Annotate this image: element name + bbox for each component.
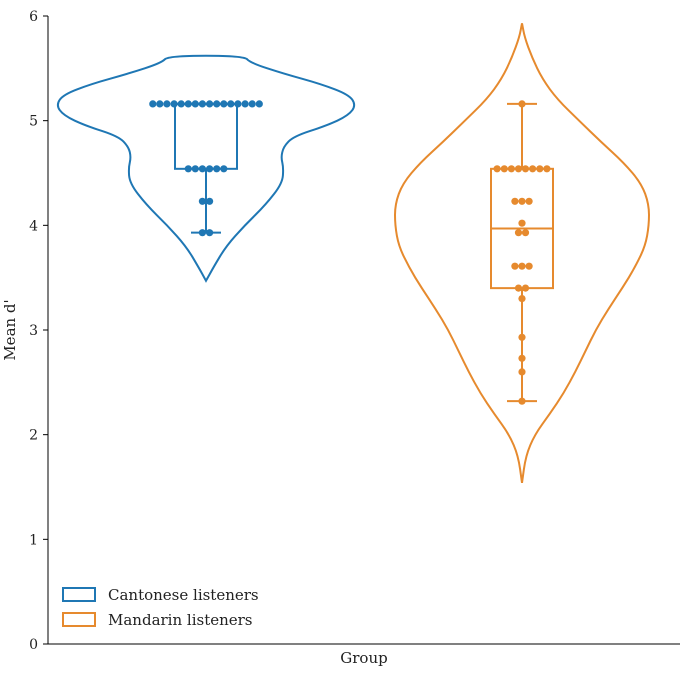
data-point <box>198 100 206 108</box>
data-point <box>156 100 164 108</box>
box-iqr <box>174 102 238 170</box>
data-point <box>493 165 501 173</box>
data-point <box>536 165 544 173</box>
data-point <box>220 100 228 108</box>
data-point <box>518 397 526 405</box>
data-point <box>206 100 214 108</box>
data-point <box>206 197 214 205</box>
y-tick-label: 6 <box>29 9 38 25</box>
data-point <box>198 229 206 237</box>
data-point <box>518 100 526 108</box>
legend: Cantonese listeners Mandarin listeners <box>62 586 259 629</box>
y-axis-label: Mean d' <box>1 299 19 360</box>
legend-label: Cantonese listeners <box>108 586 259 604</box>
y-tick-label: 1 <box>29 532 38 548</box>
data-point <box>198 165 206 173</box>
data-point <box>525 262 533 270</box>
data-point <box>525 197 533 205</box>
violin-body <box>56 54 356 283</box>
data-point <box>255 100 263 108</box>
data-point <box>507 165 515 173</box>
data-point <box>184 100 192 108</box>
data-point <box>500 165 508 173</box>
data-point <box>184 165 192 173</box>
data-point <box>191 165 199 173</box>
data-point <box>206 229 214 237</box>
y-tick-label: 3 <box>29 323 38 339</box>
data-point <box>198 197 206 205</box>
data-point <box>518 333 526 341</box>
plot-area <box>56 23 651 483</box>
data-point <box>213 165 221 173</box>
y-tick-label: 5 <box>29 114 38 130</box>
series-group <box>393 23 651 483</box>
data-point <box>521 165 530 173</box>
data-point <box>514 284 523 292</box>
y-tick-label: 2 <box>29 428 38 444</box>
y-ticks: 0 1 2 3 4 5 6 <box>29 9 48 653</box>
x-axis-label: Group <box>340 649 387 667</box>
data-point <box>514 229 523 237</box>
data-point <box>191 100 199 108</box>
data-point <box>521 229 530 237</box>
data-point <box>518 354 526 362</box>
violin-body <box>393 23 651 483</box>
data-point <box>213 100 221 108</box>
data-point <box>206 165 214 173</box>
data-point <box>518 295 526 303</box>
data-point <box>149 100 157 108</box>
data-point <box>511 197 519 205</box>
data-point <box>163 100 171 108</box>
data-point <box>518 197 526 205</box>
data-point <box>234 100 242 108</box>
data-point <box>518 262 526 270</box>
data-point <box>248 100 256 108</box>
y-tick-label: 0 <box>29 637 38 653</box>
axes <box>47 16 680 645</box>
data-point <box>521 284 530 292</box>
legend-swatch <box>62 612 96 627</box>
legend-swatch <box>62 587 96 602</box>
data-point <box>241 100 249 108</box>
data-point <box>227 100 235 108</box>
y-tick-label: 4 <box>29 218 38 234</box>
data-point <box>511 262 519 270</box>
data-point <box>543 165 551 173</box>
data-point <box>518 368 526 376</box>
data-point <box>170 100 178 108</box>
data-point <box>518 219 526 227</box>
legend-label: Mandarin listeners <box>108 611 253 629</box>
data-point <box>220 165 228 173</box>
data-point <box>529 165 537 173</box>
data-point <box>514 165 523 173</box>
data-point <box>177 100 185 108</box>
series-group <box>56 54 356 283</box>
